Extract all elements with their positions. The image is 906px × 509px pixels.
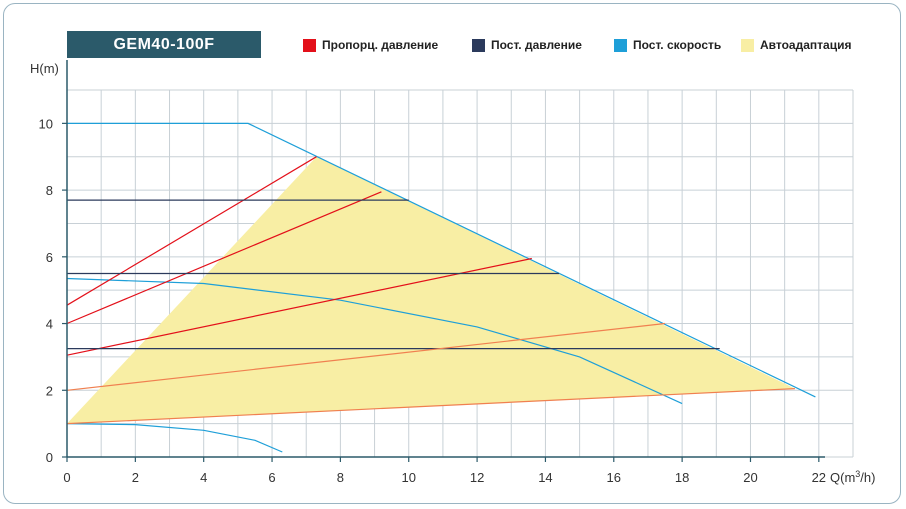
chart-series	[66, 122, 816, 453]
x-tick-label: 0	[63, 470, 70, 485]
y-tick-label: 10	[39, 116, 53, 131]
legend-label-const-speed: Пост. скорость	[633, 38, 722, 52]
legend-item-prop-pressure: Пропорц. давление	[303, 38, 438, 52]
legend-item-autoadapt: Автоадаптация	[741, 38, 851, 52]
chart-tick-labels: 0 2 4 6 8 10 12 14 16 18 20 22 0 2 4 6 8 10	[39, 116, 827, 485]
chart-axes	[62, 60, 825, 462]
x-tick-label: 12	[470, 470, 484, 485]
series-line-2	[66, 423, 283, 453]
x-tick-label: 14	[538, 470, 552, 485]
legend-item-const-speed: Пост. скорость	[614, 38, 721, 52]
series-line-1	[66, 277, 683, 405]
y-tick-label: 4	[46, 317, 53, 332]
legend-label-autoadapt: Автоадаптация	[760, 38, 852, 52]
chart-frame	[3, 3, 901, 504]
series-line-10	[66, 388, 795, 425]
series-line-3	[66, 156, 317, 306]
y-tick-label: 2	[46, 383, 53, 398]
autoadapt-region	[67, 156, 795, 424]
x-tick-label: 8	[337, 470, 344, 485]
legend-swatch-prop-pressure	[303, 38, 316, 52]
y-tick-label: 6	[46, 250, 53, 265]
y-tick-label: 8	[46, 183, 53, 198]
y-axis-label: H(m)	[30, 61, 59, 76]
x-tick-label: 22	[812, 470, 826, 485]
series-line-4	[66, 191, 382, 325]
series-line-9	[66, 322, 666, 391]
y-tick-label: 0	[46, 450, 53, 465]
chart-title: GEM40-100F	[67, 31, 261, 58]
x-tick-label: 2	[132, 470, 139, 485]
legend-swatch-const-pressure	[472, 38, 485, 52]
x-tick-label: 4	[200, 470, 207, 485]
legend-item-const-pressure: Пост. давление	[472, 38, 582, 52]
x-tick-label: 20	[743, 470, 757, 485]
legend-swatch-autoadapt	[741, 38, 754, 52]
x-tick-label: 16	[607, 470, 621, 485]
x-tick-label: 18	[675, 470, 689, 485]
x-tick-label: 10	[402, 470, 416, 485]
legend-swatch-const-speed	[614, 38, 627, 52]
x-tick-label: 6	[268, 470, 275, 485]
series-line-0	[67, 122, 816, 398]
legend-label-const-pressure: Пост. давление	[491, 38, 582, 52]
x-axis-label: Q(m3/h)	[830, 469, 875, 485]
series-line-5	[66, 257, 532, 356]
legend-label-prop-pressure: Пропорц. давление	[322, 38, 439, 52]
